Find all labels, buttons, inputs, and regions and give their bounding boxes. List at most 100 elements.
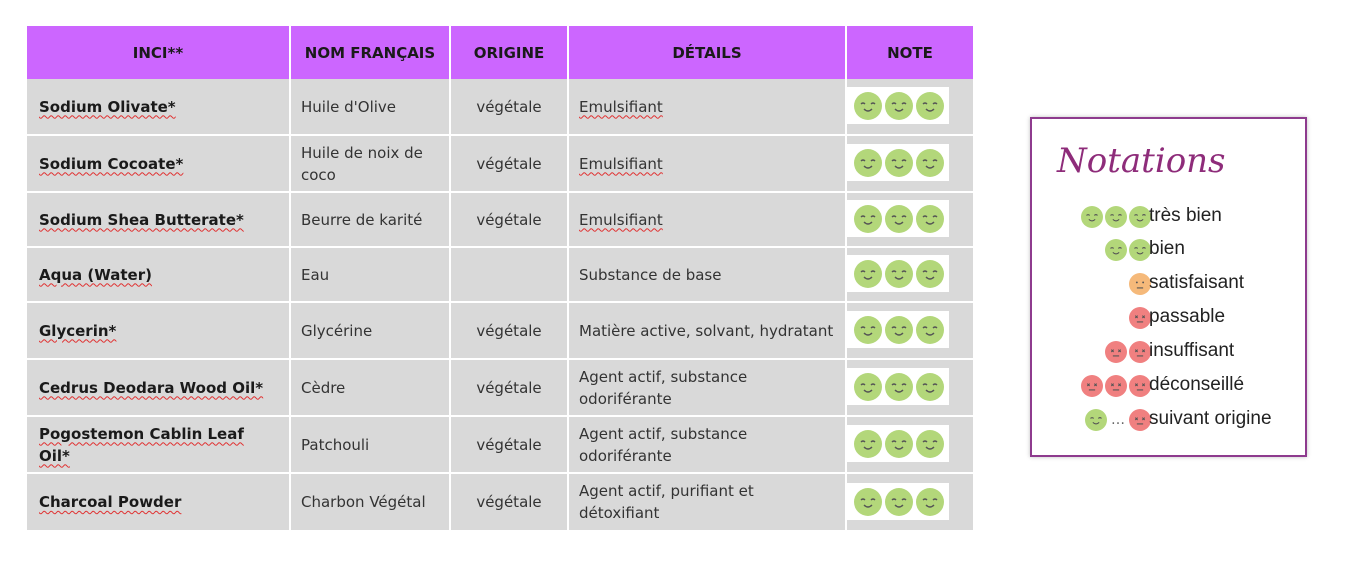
cell-inci: Sodium Cocoate* xyxy=(27,135,291,193)
green-smiley-icon xyxy=(1085,409,1107,431)
cell-inci: Pogostemon Cablin Leaf Oil* xyxy=(27,416,291,474)
note-rating xyxy=(847,87,949,124)
cell-nom-text: Huile de noix de coco xyxy=(301,143,423,184)
cell-note xyxy=(846,135,973,193)
legend-item: bien xyxy=(1032,236,1305,264)
green-smiley-icon xyxy=(916,205,944,233)
legend-item-icons xyxy=(1105,341,1151,363)
legend-item-label: passable xyxy=(1149,306,1226,327)
cell-inci: Cedrus Deodara Wood Oil* xyxy=(27,359,291,417)
cell-note xyxy=(846,416,973,474)
cell-origine-text: végétale xyxy=(476,321,542,340)
cell-origine-text: végétale xyxy=(476,435,542,454)
green-smiley-icon xyxy=(854,260,882,288)
red-smiley-icon xyxy=(1129,375,1151,397)
cell-note xyxy=(846,359,973,417)
note-rating xyxy=(847,200,949,237)
cell-details-text: Agent actif, substance odoriférante xyxy=(579,367,748,408)
green-smiley-icon xyxy=(916,92,944,120)
cell-inci: Charcoal Powder xyxy=(27,473,291,532)
cell-origine-text: végétale xyxy=(476,210,542,229)
legend-item-icons: … xyxy=(1085,409,1151,431)
table-header-row: INCI** NOM FRANÇAIS ORIGINE DÉTAILS NOTE xyxy=(27,26,973,79)
cell-details: Agent actif, purifiant et détoxifiant xyxy=(568,473,847,532)
cell-details: Substance de base xyxy=(568,247,847,303)
cell-inci-text: Charcoal Powder xyxy=(39,493,182,511)
legend-item-icons xyxy=(1081,375,1151,397)
table-row: Glycerin* Glycérine végétale Matière active… xyxy=(27,302,973,360)
green-smiley-icon xyxy=(1129,239,1151,261)
green-smiley-icon xyxy=(854,316,882,344)
cell-nom-text: Cèdre xyxy=(301,378,346,397)
legend-item: … suivant origine xyxy=(1032,406,1305,434)
green-smiley-icon xyxy=(854,487,882,516)
legend-item: déconseillé xyxy=(1032,372,1305,400)
green-smiley-icon xyxy=(854,92,882,120)
cell-inci: Sodium Shea Butterate* xyxy=(27,192,291,248)
green-smiley-icon xyxy=(916,149,944,177)
cell-nom: Glycérine xyxy=(290,302,451,360)
green-smiley-icon xyxy=(885,373,913,401)
legend-item-icons xyxy=(1081,206,1151,228)
legend-item-label: insuffisant xyxy=(1149,340,1235,361)
note-rating xyxy=(847,425,949,462)
header-note: NOTE xyxy=(846,26,973,79)
legend-item: très bien xyxy=(1032,203,1305,231)
red-smiley-icon xyxy=(1105,341,1127,363)
notations-legend: Notations très bien bien satisfaisant passa… xyxy=(1030,117,1307,457)
orange-smiley-icon xyxy=(1129,273,1151,295)
cell-nom-text: Glycérine xyxy=(301,321,373,340)
cell-details: Agent actif, substance odoriférante xyxy=(568,416,847,474)
legend-title: Notations xyxy=(1057,141,1226,181)
cell-inci: Glycerin* xyxy=(27,302,291,360)
cell-nom-text: Eau xyxy=(301,265,330,284)
green-smiley-icon xyxy=(885,149,913,177)
cell-origine: végétale xyxy=(450,192,569,248)
green-smiley-icon xyxy=(916,260,944,288)
cell-inci: Sodium Olivate* xyxy=(27,79,291,136)
cell-origine: végétale xyxy=(450,416,569,474)
cell-details-text: Agent actif, substance odoriférante xyxy=(579,424,748,465)
cell-note xyxy=(846,79,973,136)
cell-nom-text: Charbon Végétal xyxy=(301,493,426,511)
red-smiley-icon xyxy=(1129,341,1151,363)
cell-note xyxy=(846,473,973,532)
cell-details-text: Emulsifiant xyxy=(579,210,663,229)
green-smiley-icon xyxy=(854,149,882,177)
cell-origine-text: végétale xyxy=(476,154,542,173)
cell-nom-text: Huile d'Olive xyxy=(301,97,397,116)
legend-item-label: déconseillé xyxy=(1149,374,1245,395)
red-smiley-icon xyxy=(1105,375,1127,397)
cell-origine-text: végétale xyxy=(476,97,542,116)
legend-item-icons xyxy=(1129,273,1151,295)
green-smiley-icon xyxy=(1105,206,1127,228)
legend-item-label: suivant origine xyxy=(1149,408,1272,429)
table-row: Sodium Shea Butterate* Beurre de karité vé… xyxy=(27,192,973,248)
cell-inci-text: Sodium Shea Butterate* xyxy=(39,210,244,229)
cell-origine: végétale xyxy=(450,473,569,532)
cell-nom: Patchouli xyxy=(290,416,451,474)
green-smiley-icon xyxy=(854,430,882,458)
cell-origine: végétale xyxy=(450,135,569,193)
cell-details-text: Emulsifiant xyxy=(579,154,663,173)
ingredients-table: INCI** NOM FRANÇAIS ORIGINE DÉTAILS NOTE… xyxy=(27,26,973,532)
note-rating xyxy=(847,482,949,520)
legend-item-label: très bien xyxy=(1149,205,1222,226)
cell-details-text: Emulsifiant xyxy=(579,97,663,116)
legend-item-icons xyxy=(1105,239,1151,261)
cell-inci-text: Glycerin* xyxy=(39,321,117,340)
legend-item-label: satisfaisant xyxy=(1149,272,1245,293)
cell-details: Matière active, solvant, hydratant xyxy=(568,302,847,360)
cell-nom: Huile de noix de coco xyxy=(290,135,451,193)
green-smiley-icon xyxy=(854,205,882,233)
cell-note xyxy=(846,302,973,360)
green-smiley-icon xyxy=(885,92,913,120)
cell-note xyxy=(846,192,973,248)
cell-details: Emulsifiant xyxy=(568,79,847,136)
legend-item: insuffisant xyxy=(1032,338,1305,366)
legend-item: passable xyxy=(1032,304,1305,332)
cell-origine-text: végétale xyxy=(476,378,542,397)
cell-details-text: Agent actif, purifiant et détoxifiant xyxy=(579,482,754,522)
cell-details-text: Substance de base xyxy=(579,265,722,284)
table-row: Aqua (Water) Eau Substance de base xyxy=(27,247,973,303)
